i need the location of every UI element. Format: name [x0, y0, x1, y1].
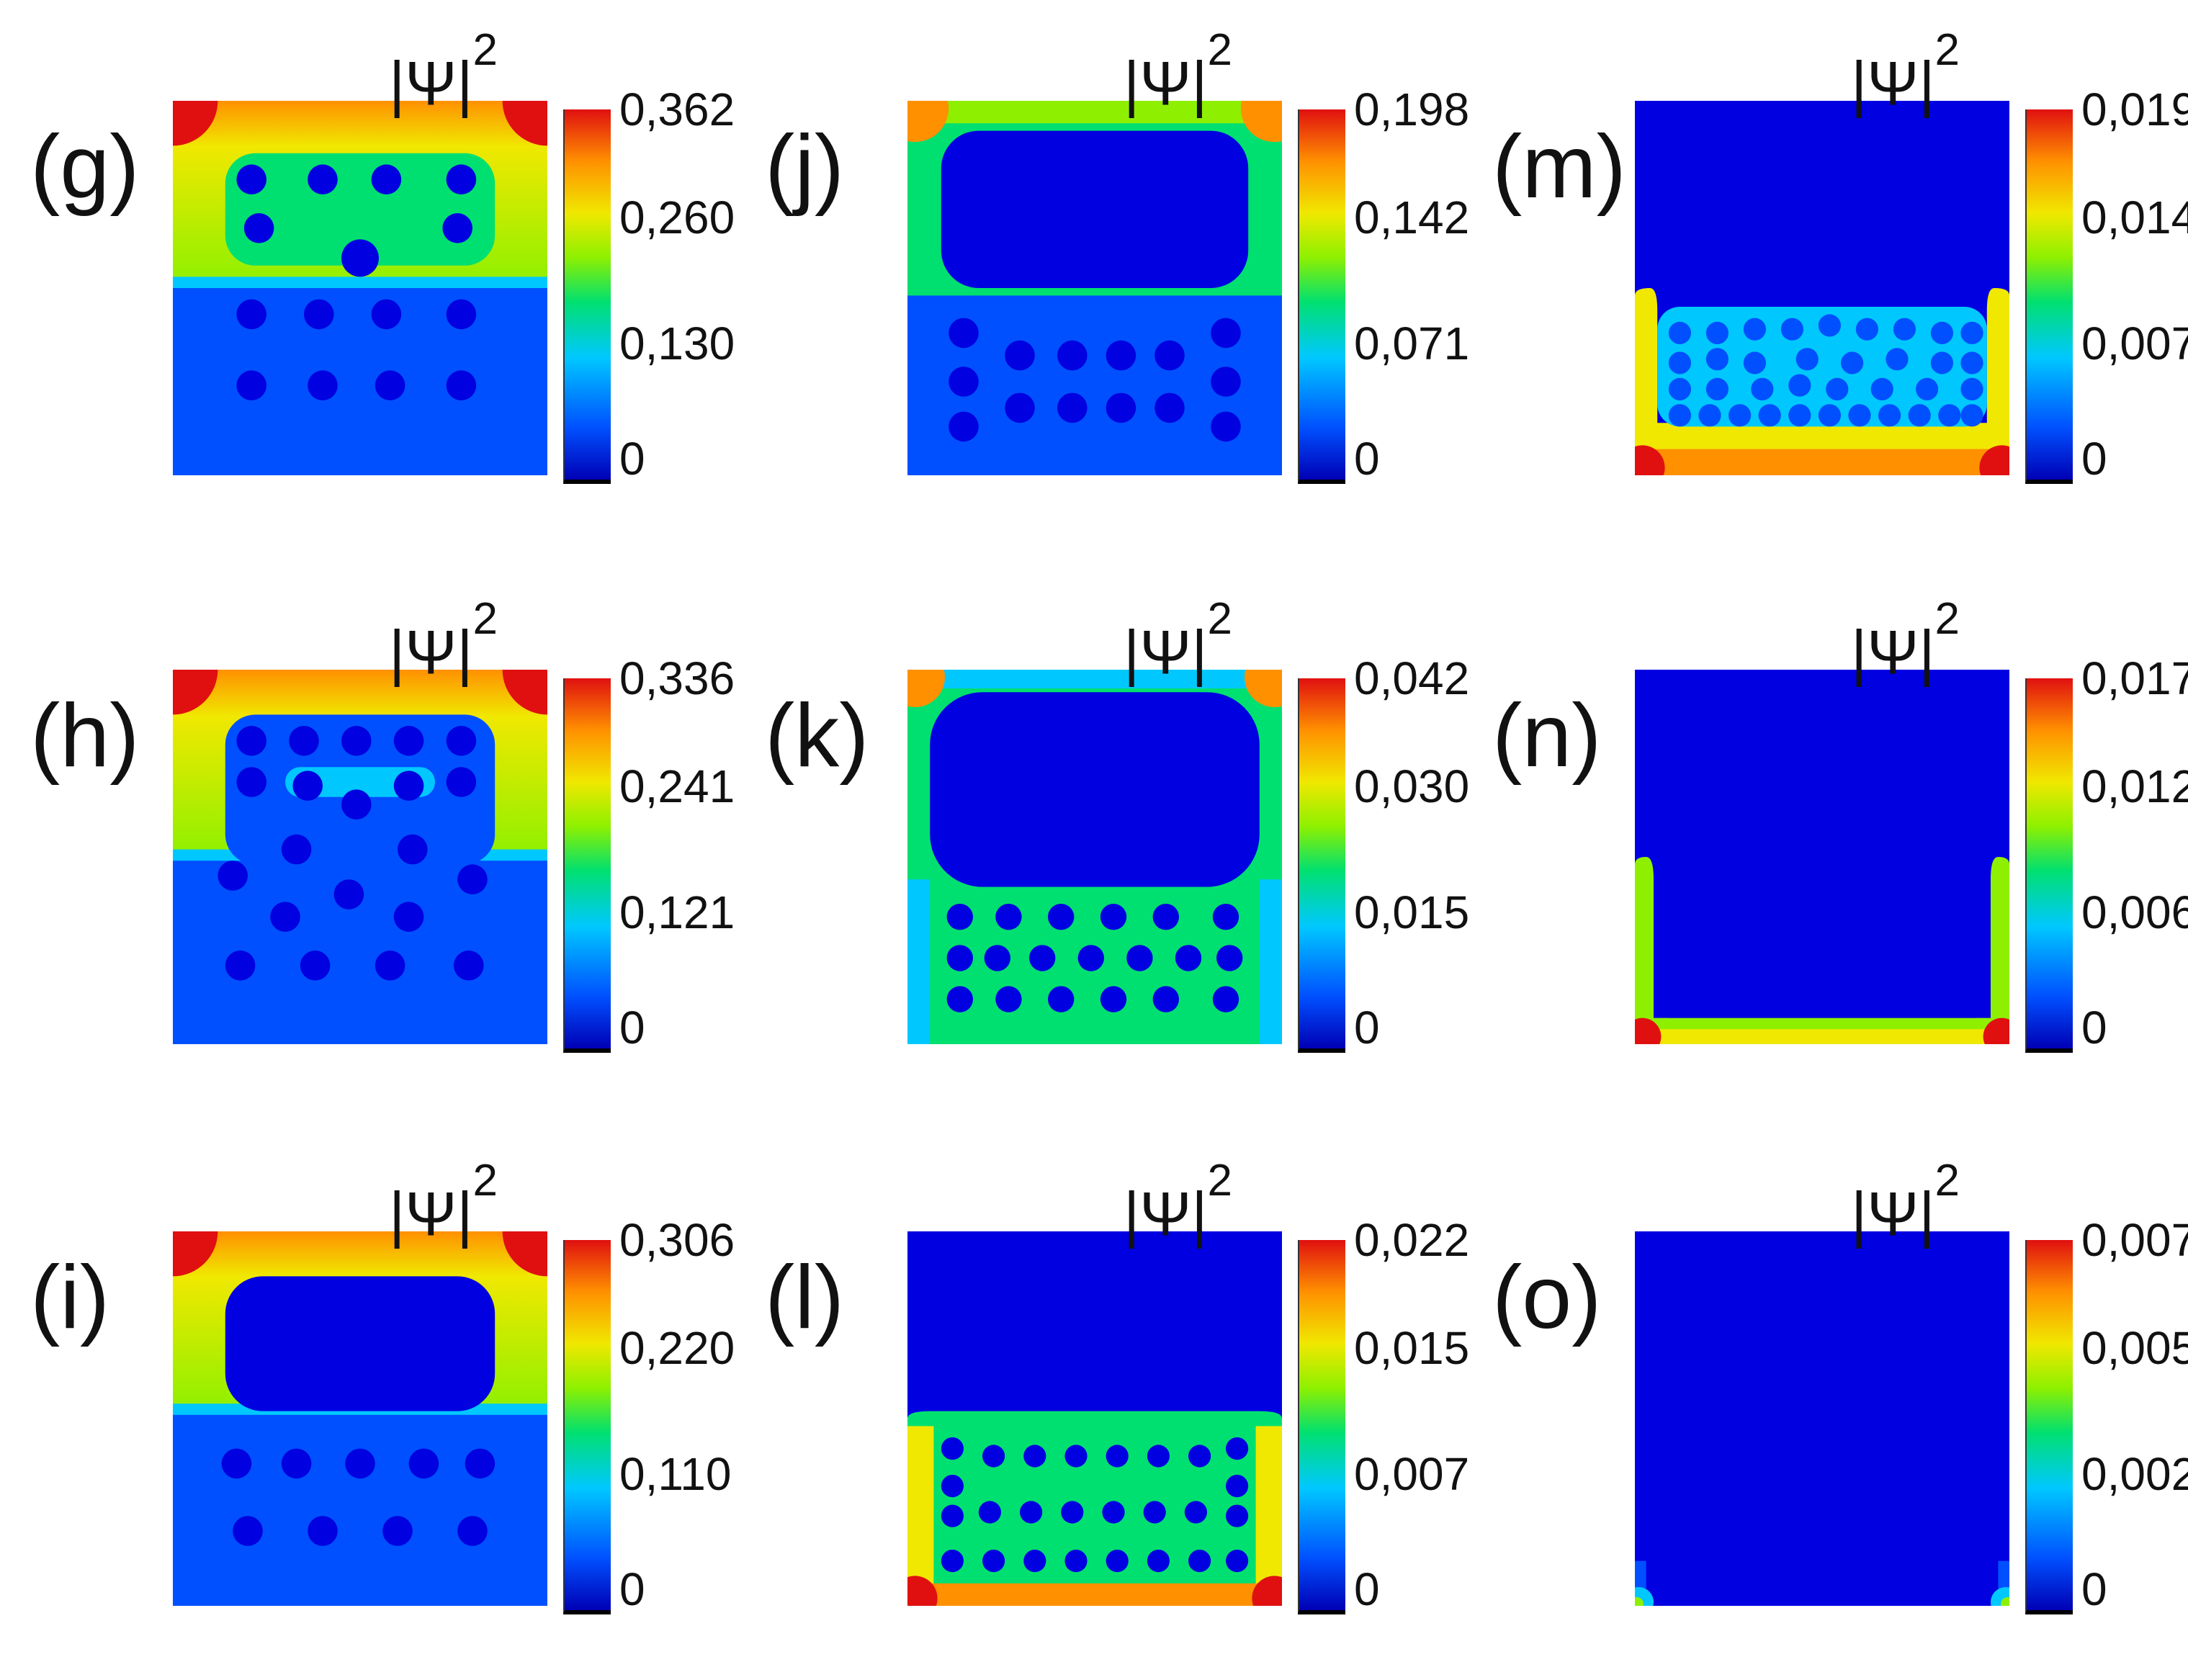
- colorbar-tick-min: 0: [2081, 433, 2107, 485]
- order-parameter-map: [907, 1231, 1282, 1606]
- colorbar-tick: 0,005: [2081, 1322, 2188, 1374]
- colorbar-tick-max: 0,017: [2081, 652, 2188, 704]
- colorbar: [1298, 678, 1345, 1053]
- colorbar-title: |Ψ|2: [1124, 1156, 1233, 1249]
- colorbar-tick-max: 0,306: [619, 1214, 735, 1266]
- colorbar-tick: 0,142: [1354, 192, 1470, 243]
- colorbar-tick: 0,014: [2081, 192, 2188, 243]
- colorbar: [563, 109, 611, 484]
- panel-label: (o): [1492, 1248, 1602, 1347]
- colorbar: [1298, 1240, 1345, 1614]
- panel-label: (n): [1492, 686, 1602, 786]
- colorbar-tick: 0,130: [619, 318, 735, 369]
- panel-l: (l) |Ψ|2 0,022 0,015 0,007 0: [756, 1145, 1469, 1678]
- panel-o: (o) |Ψ|2 0,007 0,005 0,002 0: [1484, 1145, 2188, 1678]
- panel-label: (g): [30, 117, 140, 217]
- colorbar-tick: 0,002: [2081, 1448, 2188, 1500]
- panel-j: (j) |Ψ|2 0,198 0,142 0,071 0: [756, 14, 1469, 547]
- panel-label: (k): [765, 686, 869, 786]
- colorbar-tick: 0,007: [2081, 318, 2188, 369]
- colorbar-title: |Ψ|2: [1851, 1156, 1960, 1249]
- colorbar: [1298, 109, 1345, 484]
- colorbar-tick: 0,006: [2081, 886, 2188, 938]
- order-parameter-map: [907, 670, 1282, 1044]
- colorbar-tick: 0,220: [619, 1322, 735, 1374]
- colorbar-title: |Ψ|2: [1851, 25, 1960, 119]
- colorbar: [563, 1240, 611, 1614]
- panel-n: (n) |Ψ|2 0,017 0,012 0,006 0: [1484, 583, 2188, 1116]
- colorbar-tick-max: 0,198: [1354, 84, 1470, 135]
- colorbar-tick-max: 0,019: [2081, 84, 2188, 135]
- colorbar-tick: 0,241: [619, 760, 735, 812]
- colorbar-tick: 0,121: [619, 886, 735, 938]
- colorbar-tick-min: 0: [1354, 1563, 1380, 1615]
- order-parameter-map: [173, 1231, 547, 1606]
- colorbar-tick-min: 0: [619, 1563, 645, 1615]
- order-parameter-map: [1635, 101, 2009, 475]
- colorbar: [2025, 109, 2073, 484]
- colorbar-tick-max: 0,336: [619, 652, 735, 704]
- colorbar-title: |Ψ|2: [1851, 594, 1960, 688]
- panel-i: (i) |Ψ|2 0,306 0,220: [22, 1145, 735, 1678]
- panel-label: (j): [765, 117, 845, 217]
- colorbar-tick-max: 0,007: [2081, 1214, 2188, 1266]
- colorbar: [563, 678, 611, 1053]
- colorbar-tick: 0,030: [1354, 760, 1470, 812]
- colorbar-tick: 0,015: [1354, 1322, 1470, 1374]
- colorbar-title: |Ψ|2: [389, 594, 498, 688]
- order-parameter-map: [1635, 1231, 2009, 1606]
- colorbar-tick: 0,260: [619, 192, 735, 243]
- panel-label: (l): [765, 1248, 845, 1347]
- colorbar-tick-max: 0,042: [1354, 652, 1470, 704]
- panel-h: (h): [22, 583, 735, 1116]
- panel-label: (m): [1492, 117, 1626, 217]
- colorbar-tick-min: 0: [2081, 1002, 2107, 1054]
- order-parameter-map: [1635, 670, 2009, 1044]
- colorbar: [2025, 678, 2073, 1053]
- panel-label: (i): [30, 1248, 110, 1347]
- panel-m: (m) |Ψ|2 0,019 0,014 0,007 0: [1484, 14, 2188, 547]
- panel-g: (g) |Ψ|2: [22, 14, 735, 547]
- colorbar-tick: 0,015: [1354, 886, 1470, 938]
- colorbar-tick: 0,110: [619, 1448, 732, 1500]
- colorbar-title: |Ψ|2: [389, 25, 498, 119]
- colorbar-title: |Ψ|2: [1124, 594, 1233, 688]
- order-parameter-map: [907, 101, 1282, 475]
- panel-label: (h): [30, 686, 140, 786]
- colorbar-tick-min: 0: [619, 1002, 645, 1054]
- colorbar-tick-min: 0: [619, 433, 645, 485]
- colorbar-title: |Ψ|2: [389, 1156, 498, 1249]
- colorbar-tick-min: 0: [1354, 433, 1380, 485]
- colorbar-tick-max: 0,362: [619, 84, 735, 135]
- colorbar-tick-min: 0: [1354, 1002, 1380, 1054]
- colorbar-tick-max: 0,022: [1354, 1214, 1470, 1266]
- colorbar-tick-min: 0: [2081, 1563, 2107, 1615]
- colorbar-tick: 0,007: [1354, 1448, 1470, 1500]
- order-parameter-map: [173, 670, 547, 1044]
- colorbar: [2025, 1240, 2073, 1614]
- panel-k: (k) |Ψ|2 0,042 0,030 0,015 0: [756, 583, 1469, 1116]
- order-parameter-map: [173, 101, 547, 475]
- colorbar-tick: 0,071: [1354, 318, 1470, 369]
- colorbar-tick: 0,012: [2081, 760, 2188, 812]
- colorbar-title: |Ψ|2: [1124, 25, 1233, 119]
